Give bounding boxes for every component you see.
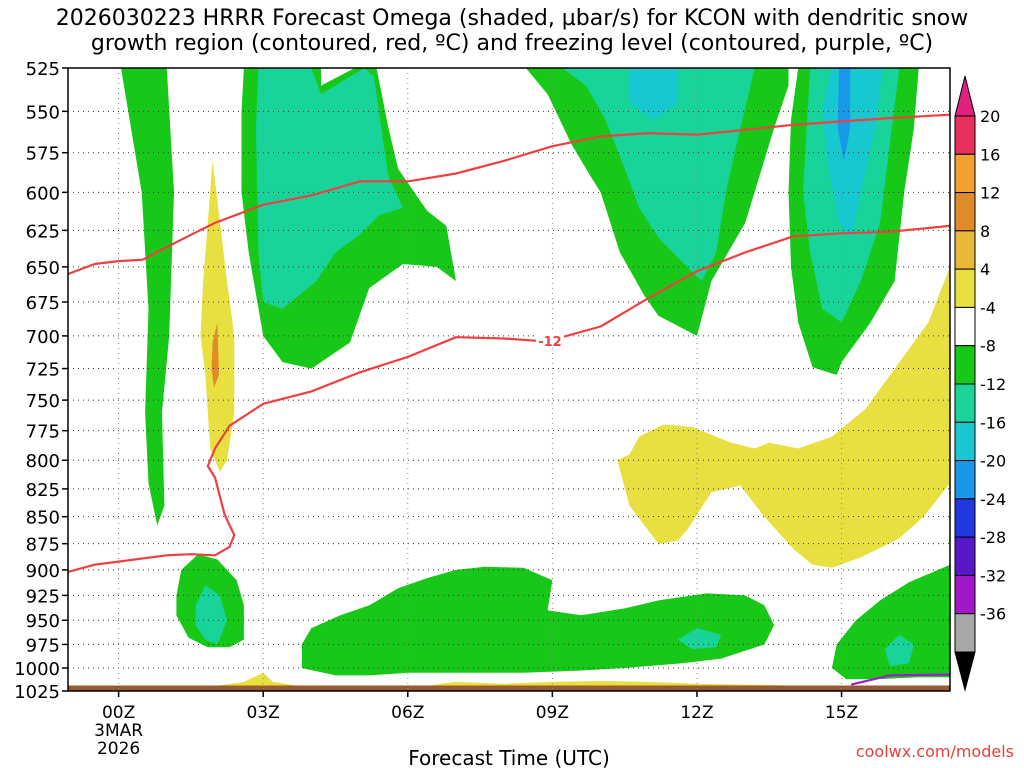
y-tick-label: 750 — [26, 391, 60, 412]
axes: 525 550 575 600 625 650 675 700 725 750 775 800 825 8… — [14, 59, 858, 759]
x-tick-label: 12Z — [680, 703, 713, 723]
colorbar-bottom-triangle — [954, 651, 976, 692]
colorbar-swatch — [954, 574, 976, 615]
colorbar-label: -36 — [980, 605, 1006, 624]
grid-lines — [68, 68, 950, 691]
y-tick-label: 825 — [26, 480, 60, 501]
colorbar-swatch — [954, 192, 976, 232]
source-credit: coolwx.com/models — [855, 742, 1014, 761]
y-tick-label: 675 — [26, 293, 60, 314]
colorbar-label: -12 — [980, 375, 1006, 394]
omega-teal-02z-low — [195, 585, 227, 645]
y-tick-label: 875 — [26, 535, 60, 556]
colorbar-label: 8 — [980, 222, 990, 241]
omega-yellow-03z-sfc — [200, 672, 312, 689]
colorbar-label: 16 — [980, 145, 1000, 164]
omega-teal-09z — [562, 68, 755, 282]
terrain — [68, 685, 950, 691]
y-tick-label: 850 — [26, 508, 60, 529]
x-tick-sublabel: 2026 — [97, 739, 140, 759]
y-tick-label: 1000 — [14, 659, 60, 680]
x-tick-label: 06Z — [391, 703, 424, 723]
dgz-lower-label-bg — [535, 333, 564, 349]
colorbar-label: -32 — [980, 566, 1006, 585]
colorbar-label: -28 — [980, 528, 1006, 547]
x-tick-label: 15Z — [825, 703, 858, 723]
colorbar-label: -20 — [980, 452, 1006, 471]
y-tick-label: 550 — [26, 102, 60, 123]
x-tick-sublabel: 3MAR — [94, 721, 143, 741]
y-tick-label: 775 — [26, 422, 60, 443]
x-axis-label: Forecast Time (UTC) — [408, 746, 610, 768]
omega-blue-15z — [837, 68, 851, 161]
colorbar-swatch — [954, 498, 976, 538]
dgz-upper-line — [68, 113, 950, 276]
omega-teal2-15z — [822, 68, 883, 238]
y-tick-label: 625 — [26, 221, 60, 242]
colorbar-swatch — [954, 536, 976, 576]
colorbar-swatch — [954, 345, 976, 385]
omega-green-00z — [121, 68, 174, 526]
x-tick-label: 03Z — [247, 703, 280, 723]
colorbar-swatch — [954, 306, 976, 347]
colorbar-label: -8 — [980, 337, 996, 356]
y-tick-label: 950 — [26, 611, 60, 632]
y-tick-label: 725 — [26, 360, 60, 381]
omega-yellow-11z — [617, 266, 950, 568]
y-tick-label: 525 — [26, 59, 60, 80]
colorbar-label: -16 — [980, 413, 1006, 432]
colorbar: 20 16 12 8 4 -4 -8 -12 -16 -20 -24 -28 -32 -36 — [954, 75, 1006, 692]
colorbar-label: 12 — [980, 184, 1000, 203]
omega-green-06z-low — [301, 566, 775, 676]
y-tick-label: 800 — [26, 451, 60, 472]
y-tick-label: 700 — [26, 327, 60, 348]
x-tick-label: 09Z — [536, 703, 569, 723]
colorbar-swatch — [954, 383, 976, 423]
y-tick-label: 600 — [26, 183, 60, 204]
omega-teal-12z-low — [677, 628, 722, 650]
omega-orange-02z — [211, 322, 219, 388]
colorbar-swatch — [954, 460, 976, 500]
y-tick-label: 900 — [26, 561, 60, 582]
dgz-lower-line — [68, 224, 950, 574]
x-tick-label: 00Z — [102, 703, 135, 723]
y-tick-label: 925 — [26, 586, 60, 607]
colorbar-swatch — [954, 115, 976, 155]
contour-lines: -12 — [68, 113, 950, 686]
colorbar-swatch — [954, 421, 976, 462]
omega-yellow-02z — [200, 160, 235, 472]
omega-teal2-10z — [629, 68, 678, 120]
y-tick-label: 1025 — [14, 682, 60, 703]
dgz-lower-label: -12 — [538, 335, 562, 350]
omega-teal-03z — [256, 68, 403, 309]
colorbar-label: 4 — [980, 260, 990, 279]
y-tick-label: 575 — [26, 144, 60, 165]
plot-frame — [67, 67, 951, 692]
y-tick-label: 975 — [26, 635, 60, 656]
colorbar-top-triangle — [954, 75, 976, 117]
colorbar-label: -24 — [980, 490, 1006, 509]
colorbar-swatch — [954, 153, 976, 194]
colorbar-label: -4 — [980, 298, 996, 317]
omega-shading — [68, 68, 950, 691]
colorbar-label: 20 — [980, 107, 1000, 126]
freezing-level-line — [850, 673, 950, 686]
colorbar-swatch — [954, 230, 976, 270]
omega-teal-16z-low — [884, 634, 914, 667]
colorbar-swatch — [954, 268, 976, 308]
y-tick-label: 650 — [26, 258, 60, 279]
omega-green-16z-low — [831, 564, 950, 680]
colorbar-swatch — [954, 613, 976, 653]
chart-title: 2026030223 HRRR Forecast Omega (shaded, … — [55, 6, 969, 56]
